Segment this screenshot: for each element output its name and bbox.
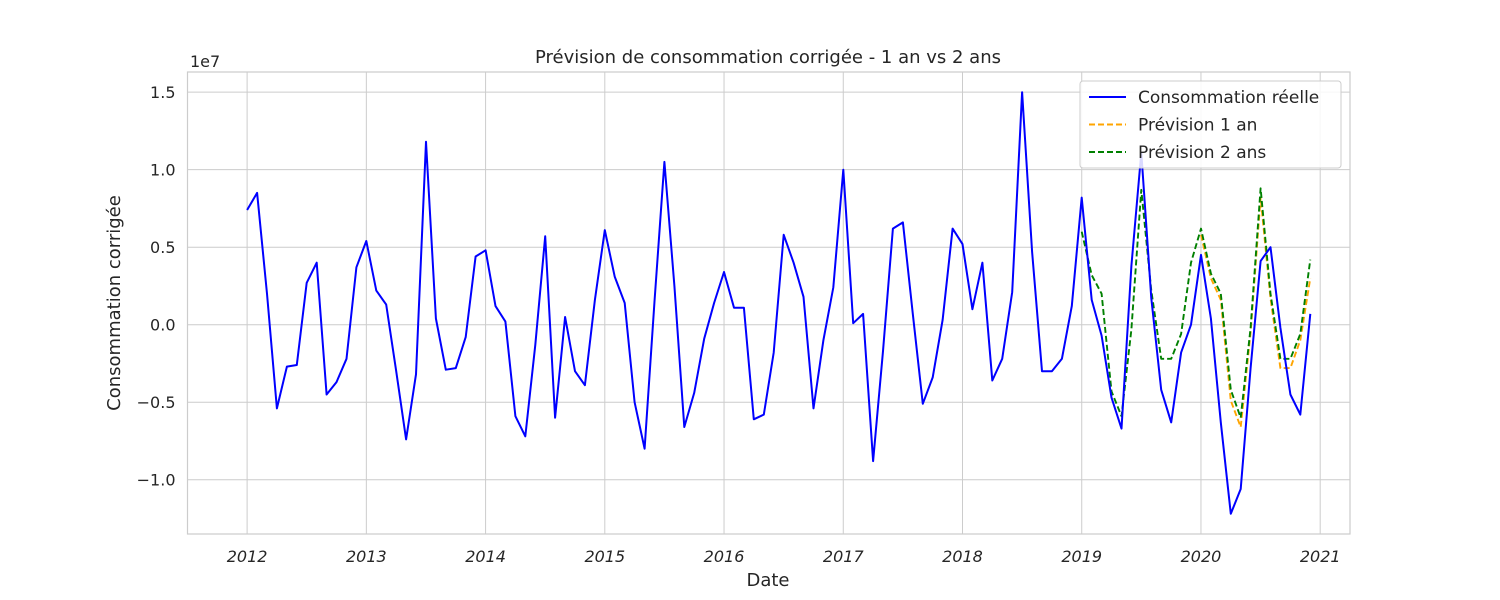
x-tick-label: 2020: [1181, 547, 1222, 566]
y-tick-label: 0.0: [150, 316, 175, 335]
x-tick-label: 2021: [1300, 547, 1341, 566]
y-axis-ticks: −1.0 −0.5 0.0 0.5 1.0 1.5: [137, 83, 176, 490]
x-tick-label: 2016: [704, 547, 745, 566]
x-tick-label: 2012: [227, 547, 268, 566]
legend-label: Prévision 1 an: [1138, 116, 1257, 136]
x-tick-label: 2019: [1061, 547, 1102, 566]
y-tick-label: 1.5: [150, 83, 175, 102]
y-tick-label: 1.0: [150, 161, 175, 180]
legend-label: Consommation réelle: [1138, 88, 1319, 108]
x-tick-label: 2014: [465, 547, 506, 566]
series-lines: [246, 91, 1312, 515]
plot-area-frame: [186, 71, 1351, 535]
x-tick-label: 2018: [942, 547, 983, 566]
x-tick-label: 2017: [823, 547, 865, 566]
series-line-0: [246, 91, 1312, 515]
series-line-2: [1080, 187, 1312, 419]
y-axis-scale-label: 1e7: [190, 52, 220, 71]
x-axis-label: Date: [746, 570, 789, 591]
y-tick-label: −1.0: [137, 471, 176, 490]
x-axis-ticks: 2012 2013 2014 2015 2016 2017 2018 2019 2020 2021: [227, 547, 1341, 566]
chart-title: Prévision de consommation corrigée - 1 a…: [535, 47, 1001, 68]
y-tick-label: 0.5: [150, 238, 175, 257]
y-tick-label: −0.5: [137, 393, 176, 412]
x-tick-label: 2013: [346, 547, 387, 566]
chart-legend: Consommation réelle Prévision 1 an Prévisi…: [1079, 80, 1342, 169]
legend-box: [1079, 80, 1342, 169]
y-axis-label: Consommation corrigée: [104, 195, 125, 411]
x-tick-label: 2015: [584, 547, 625, 566]
legend-label: Prévision 2 ans: [1138, 143, 1266, 163]
